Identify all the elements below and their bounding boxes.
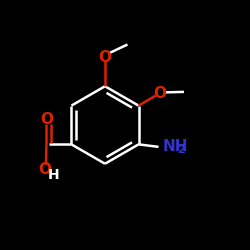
Text: H: H <box>48 168 59 182</box>
Text: 2: 2 <box>177 146 185 156</box>
Text: NH: NH <box>162 140 188 154</box>
Text: O: O <box>98 50 112 65</box>
Text: O: O <box>40 112 53 127</box>
Text: O: O <box>39 162 52 177</box>
Text: O: O <box>154 86 167 100</box>
